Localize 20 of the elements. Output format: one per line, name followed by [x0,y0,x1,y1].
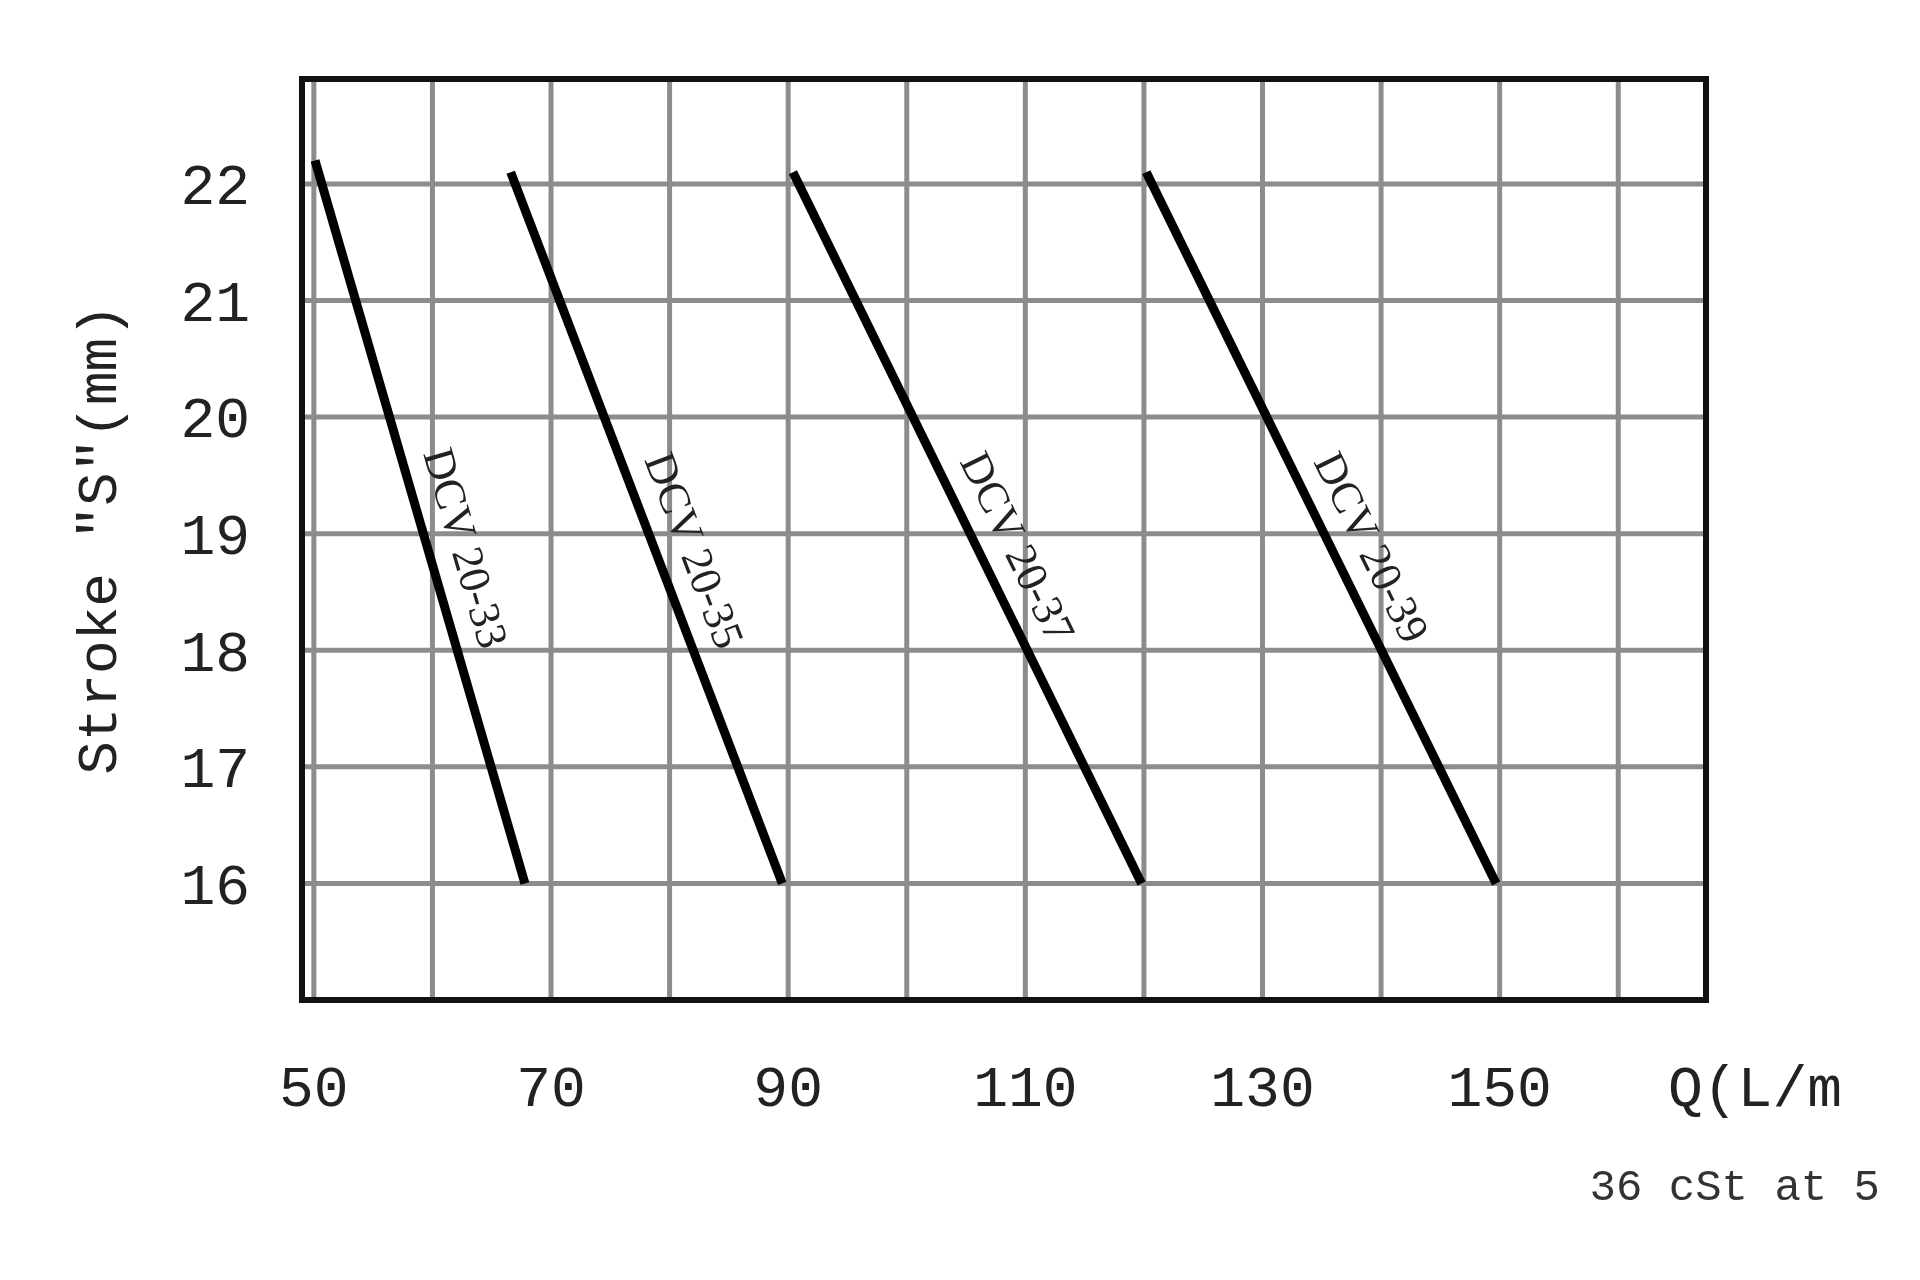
text: DCV 20-39 [1304,444,1439,651]
text: DCV 20-33 [413,442,518,654]
y-tick-label: 20 [180,389,250,455]
x-tick-label: 90 [753,1058,823,1123]
y-tick-label: 19 [180,505,250,571]
x-tick-label: 70 [516,1058,586,1123]
y-tick-label: 22 [180,156,250,222]
x-tick-label: 110 [973,1058,1078,1123]
text: 36 cSt at 5 [1589,1163,1880,1213]
text: DCV 20-35 [634,445,754,656]
y-tick-label: 16 [180,855,250,921]
x-tick-label: 50 [279,1058,349,1123]
x-tick-label: 130 [1210,1058,1315,1123]
y-tick-label: 21 [180,272,250,338]
y-axis-title: Stroke "S"(mm) [69,304,133,775]
x-axis-title: Q(L/m [1668,1058,1843,1123]
y-tick-label: 18 [180,622,250,688]
y-tick-label: 17 [180,739,250,805]
x-tick-label: 150 [1447,1058,1552,1123]
text: DCV 20-37 [950,444,1085,651]
